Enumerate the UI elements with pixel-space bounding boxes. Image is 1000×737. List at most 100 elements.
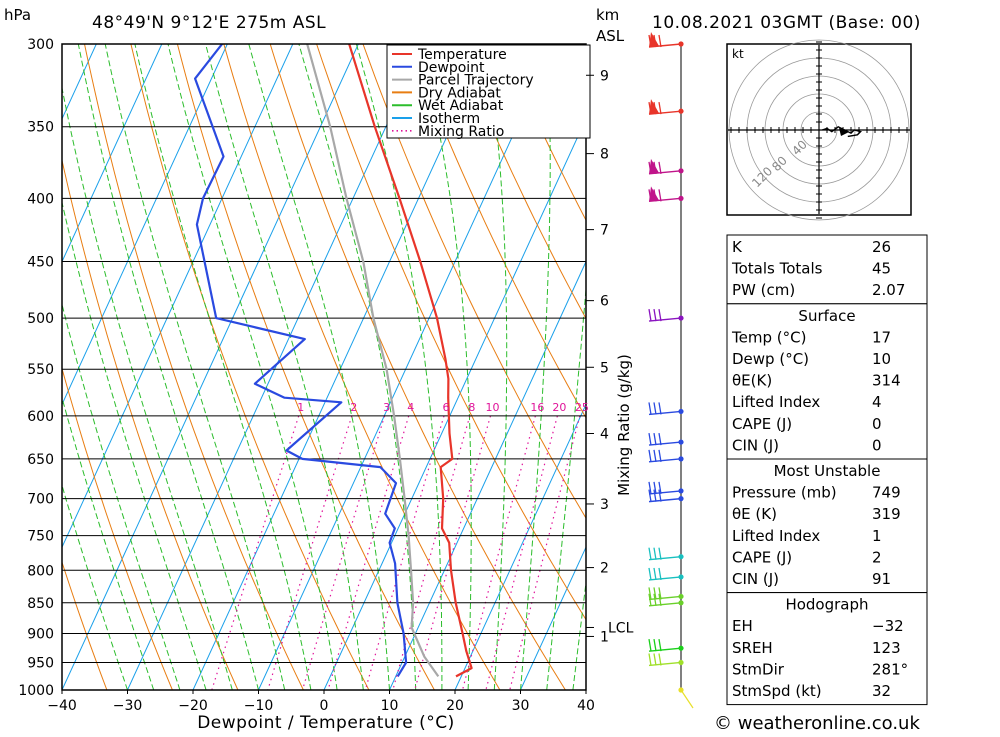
mixing-ratio-tick-label: 1 xyxy=(297,401,304,414)
wind-barb xyxy=(649,450,684,462)
mixing-ratio-tick-label: 16 xyxy=(530,401,544,414)
table-row-value: 314 xyxy=(872,372,901,390)
table-row-label: StmDir xyxy=(732,660,785,678)
hpa-unit-label: hPa xyxy=(4,6,31,24)
table-row-value: 17 xyxy=(872,328,891,346)
table-row-value: 0 xyxy=(872,415,882,433)
table-row-value: 0 xyxy=(872,436,882,454)
km-tick-label: 7 xyxy=(600,223,609,239)
temperature-tick-label: −40 xyxy=(47,698,77,714)
pressure-tick-label: 750 xyxy=(27,529,54,545)
dry-adiabat-line xyxy=(224,44,500,690)
mixing-ratio-tick-label: 8 xyxy=(468,401,475,414)
table-row-value: 1 xyxy=(872,527,882,545)
axes-layer: 3003504004505005506006507007508008509009… xyxy=(18,37,595,714)
pressure-tick-label: 900 xyxy=(27,626,54,642)
table-row-value: 2 xyxy=(872,548,882,566)
table-row-label: θE(K) xyxy=(732,372,772,390)
wet-adiabat-line xyxy=(244,26,390,690)
wind-barb xyxy=(649,568,684,580)
pressure-tick-label: 800 xyxy=(27,563,54,579)
table-row-value: 319 xyxy=(872,505,901,523)
wet-adiabat-line xyxy=(0,26,154,690)
table-row-label: PW (cm) xyxy=(732,281,795,299)
table-row-label: CIN (J) xyxy=(732,570,779,588)
wind-barb xyxy=(649,309,684,321)
x-axis-label: Dewpoint / Temperature (°C) xyxy=(197,713,455,733)
dry-adiabat-line xyxy=(967,44,1000,690)
km-unit-label: km xyxy=(596,6,619,24)
mixing-ratio-tick-label: 25 xyxy=(575,401,589,414)
km-tick-label: 4 xyxy=(600,427,609,443)
mixing-ratio-line xyxy=(303,416,385,690)
table-row-label: StmSpd (kt) xyxy=(732,682,822,700)
copyright-link[interactable]: © weatheronline.co.uk xyxy=(714,713,920,733)
pressure-tick-label: 450 xyxy=(27,255,54,271)
mixing-ratio-line xyxy=(268,416,352,690)
wet-adiabat-line xyxy=(201,26,363,690)
table-row-label: Pressure (mb) xyxy=(732,484,837,502)
wind-barb xyxy=(649,99,684,114)
dry-adiabat-line xyxy=(0,44,172,690)
table-row-label: K xyxy=(732,238,743,256)
location-title: 48°49'N 9°12'E 275m ASL xyxy=(92,13,326,33)
mixing-ratio-axis-label: Mixing Ratio (g/kg) xyxy=(615,354,633,496)
wind-barb xyxy=(649,32,684,47)
mixing-ratio-tick-label: 2 xyxy=(350,401,357,414)
pressure-tick-label: 500 xyxy=(27,311,54,327)
isotherm-line xyxy=(324,44,620,690)
asl-unit-label: ASL xyxy=(596,27,625,45)
pressure-tick-label: 350 xyxy=(27,120,54,136)
legend-label: Mixing Ratio xyxy=(418,124,504,140)
wind-barb xyxy=(649,159,684,174)
mixing-ratio-line xyxy=(212,416,299,690)
km-tick-label: 2 xyxy=(600,561,609,577)
datetime-title: 10.08.2021 03GMT (Base: 00) xyxy=(652,13,921,33)
table-row-value: −32 xyxy=(872,617,904,635)
km-tick-label: 8 xyxy=(600,147,609,163)
temperature-tick-label: 40 xyxy=(577,698,595,714)
mixing-ratio-tick-label: 10 xyxy=(486,401,500,414)
table-row-label: Lifted Index xyxy=(732,527,820,545)
pressure-tick-label: 1000 xyxy=(18,683,54,699)
km-tick-label: 5 xyxy=(600,360,609,376)
temperature-tick-label: 10 xyxy=(381,698,399,714)
mixing-ratio-line xyxy=(510,416,580,690)
table-section-title: Hodograph xyxy=(785,596,868,614)
mixing-ratio-tick-label: 4 xyxy=(407,401,414,414)
table-row-label: θE (K) xyxy=(732,505,777,523)
dry-adiabat-line xyxy=(317,44,631,690)
wind-barb xyxy=(649,186,684,201)
isotherm-line xyxy=(0,44,162,690)
dry-adiabat-line xyxy=(38,44,238,690)
isotherm-line xyxy=(0,44,31,690)
dry-adiabat-line xyxy=(920,44,1000,690)
table-section-title: Surface xyxy=(798,307,855,325)
wind-barb xyxy=(649,402,684,414)
dry-adiabat-line xyxy=(270,44,565,690)
km-tick-label: 9 xyxy=(600,68,609,84)
table-row-label: Temp (°C) xyxy=(731,328,806,346)
wind-barb xyxy=(678,687,693,708)
wind-barb xyxy=(649,433,684,445)
table-section-title: Most Unstable xyxy=(774,462,881,480)
table-row-label: CAPE (J) xyxy=(732,548,792,566)
table-row-label: CAPE (J) xyxy=(732,415,792,433)
pressure-tick-label: 850 xyxy=(27,596,54,612)
lcl-label: LCL xyxy=(608,620,634,636)
temperature-tick-label: 0 xyxy=(320,698,329,714)
table-row-label: SREH xyxy=(732,639,773,657)
mixing-ratio-tick-label: 20 xyxy=(552,401,566,414)
table-row-label: Dewp (°C) xyxy=(732,350,809,368)
wind-barb xyxy=(649,548,684,560)
temperature-tick-label: −10 xyxy=(244,698,274,714)
pressure-tick-label: 400 xyxy=(27,191,54,207)
wet-adiabat-line xyxy=(0,26,128,690)
table-row-label: EH xyxy=(732,617,753,635)
table-row-value: 26 xyxy=(872,238,891,256)
table-row-value: 281° xyxy=(872,660,908,678)
wind-barb xyxy=(649,594,684,606)
